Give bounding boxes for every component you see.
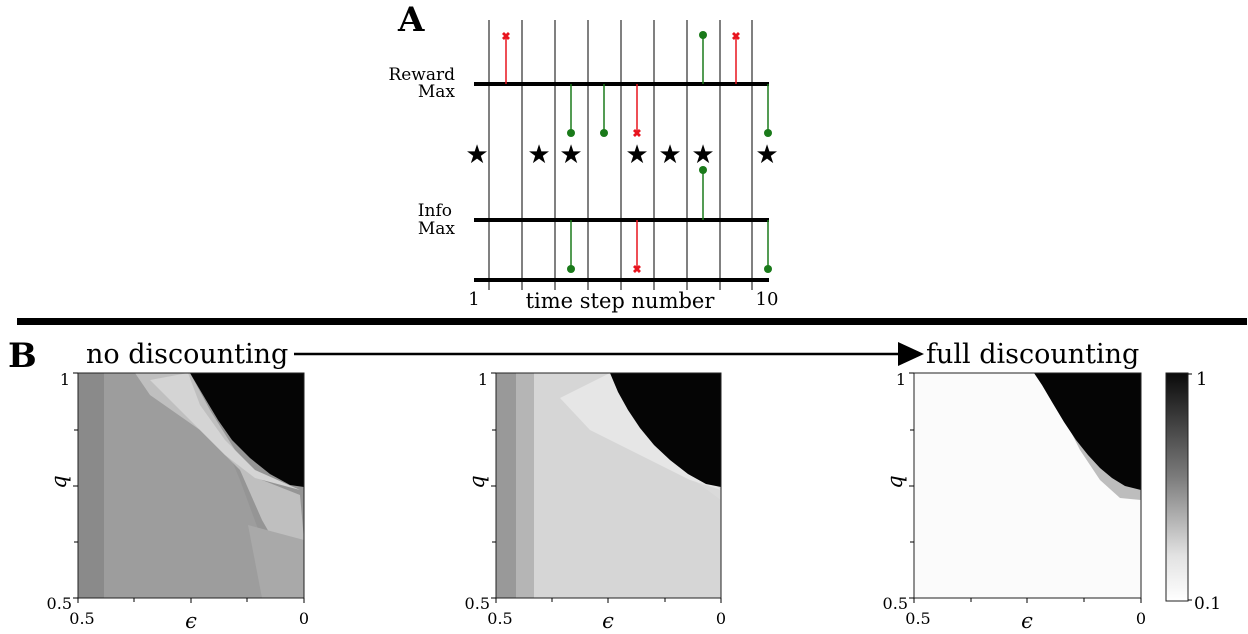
arrow-head-icon — [898, 342, 924, 366]
y-tick-bottom: 0.5 — [883, 594, 908, 613]
stem-dot-marker — [600, 129, 608, 137]
x-tick-right: 0 — [1136, 609, 1146, 628]
colorbar-max-label: 1 — [1196, 369, 1207, 390]
reward-max-label-line1: Reward — [388, 65, 455, 85]
time-start-label: 1 — [468, 289, 479, 310]
x-axis-label: ϵ — [185, 609, 197, 633]
x-axis-label: ϵ — [1021, 609, 1033, 633]
heatmap-no-discounting — [77, 372, 305, 599]
info-max-label-line1: Info — [418, 201, 452, 221]
timestep-grid — [488, 20, 753, 290]
star-icon: ★ — [658, 140, 681, 170]
colorbar: 1 0.1 — [1165, 369, 1221, 614]
x-tick-left: 0.5 — [69, 609, 94, 628]
x-tick-right: 0 — [716, 609, 726, 628]
panel-a: A Reward Max Info Max ✖ — [388, 0, 778, 313]
star-icon: ★ — [691, 140, 714, 170]
star-icon: ★ — [755, 140, 778, 170]
stem-dot-marker — [764, 265, 772, 273]
x-tick-left: 0.5 — [487, 609, 512, 628]
star-icon: ★ — [465, 140, 488, 170]
stem-dot-marker — [699, 166, 707, 174]
info-max-stems: ✖ — [567, 166, 772, 276]
y-tick-bottom: 0.5 — [47, 594, 72, 613]
heatmap-full-discounting — [913, 372, 1142, 599]
y-axis-label: q — [47, 475, 71, 488]
y-tick-top: 1 — [60, 370, 70, 389]
stem-cross-marker: ✖ — [501, 30, 510, 43]
stem-dot-marker — [567, 265, 575, 273]
y-tick-top: 1 — [478, 370, 488, 389]
y-tick-top: 1 — [896, 370, 906, 389]
stem-cross-marker: ✖ — [632, 263, 641, 276]
x-axis-label: ϵ — [602, 609, 614, 633]
panel-b: B no discounting full discounting — [8, 336, 1221, 633]
y-axis-label: q — [465, 475, 489, 488]
full-discounting-label: full discounting — [926, 339, 1139, 370]
y-tick-bottom: 0.5 — [465, 594, 490, 613]
star-icon: ★ — [527, 140, 550, 170]
stem-cross-marker: ✖ — [632, 127, 641, 140]
stem-dot-marker — [567, 129, 575, 137]
y-axis-label: q — [883, 475, 907, 488]
reward-max-label-line2: Max — [418, 82, 456, 102]
panel-b-letter: B — [8, 336, 37, 376]
star-icon: ★ — [625, 140, 648, 170]
colorbar-min-label: 0.1 — [1194, 594, 1221, 614]
x-tick-right: 0 — [299, 609, 309, 628]
reward-max-stems: ✖ ✖ ✖ — [501, 30, 772, 140]
x-tick-left: 0.5 — [905, 609, 930, 628]
heatmap-axes — [73, 372, 1142, 603]
panel-a-letter: A — [397, 0, 425, 40]
stem-dot-marker — [699, 31, 707, 39]
stem-cross-marker: ✖ — [731, 30, 740, 43]
star-row: ★ ★ ★ ★ ★ ★ ★ — [465, 140, 778, 170]
heatmap-intermediate-discounting — [495, 372, 722, 599]
no-discounting-label: no discounting — [86, 339, 288, 370]
info-max-label-line2: Max — [418, 219, 456, 239]
stem-dot-marker — [764, 129, 772, 137]
time-axis-title: time step number — [526, 289, 716, 313]
colorbar-gradient — [1165, 372, 1189, 602]
star-icon: ★ — [559, 140, 582, 170]
time-end-label: 10 — [756, 289, 779, 310]
panel-separator — [17, 318, 1247, 325]
